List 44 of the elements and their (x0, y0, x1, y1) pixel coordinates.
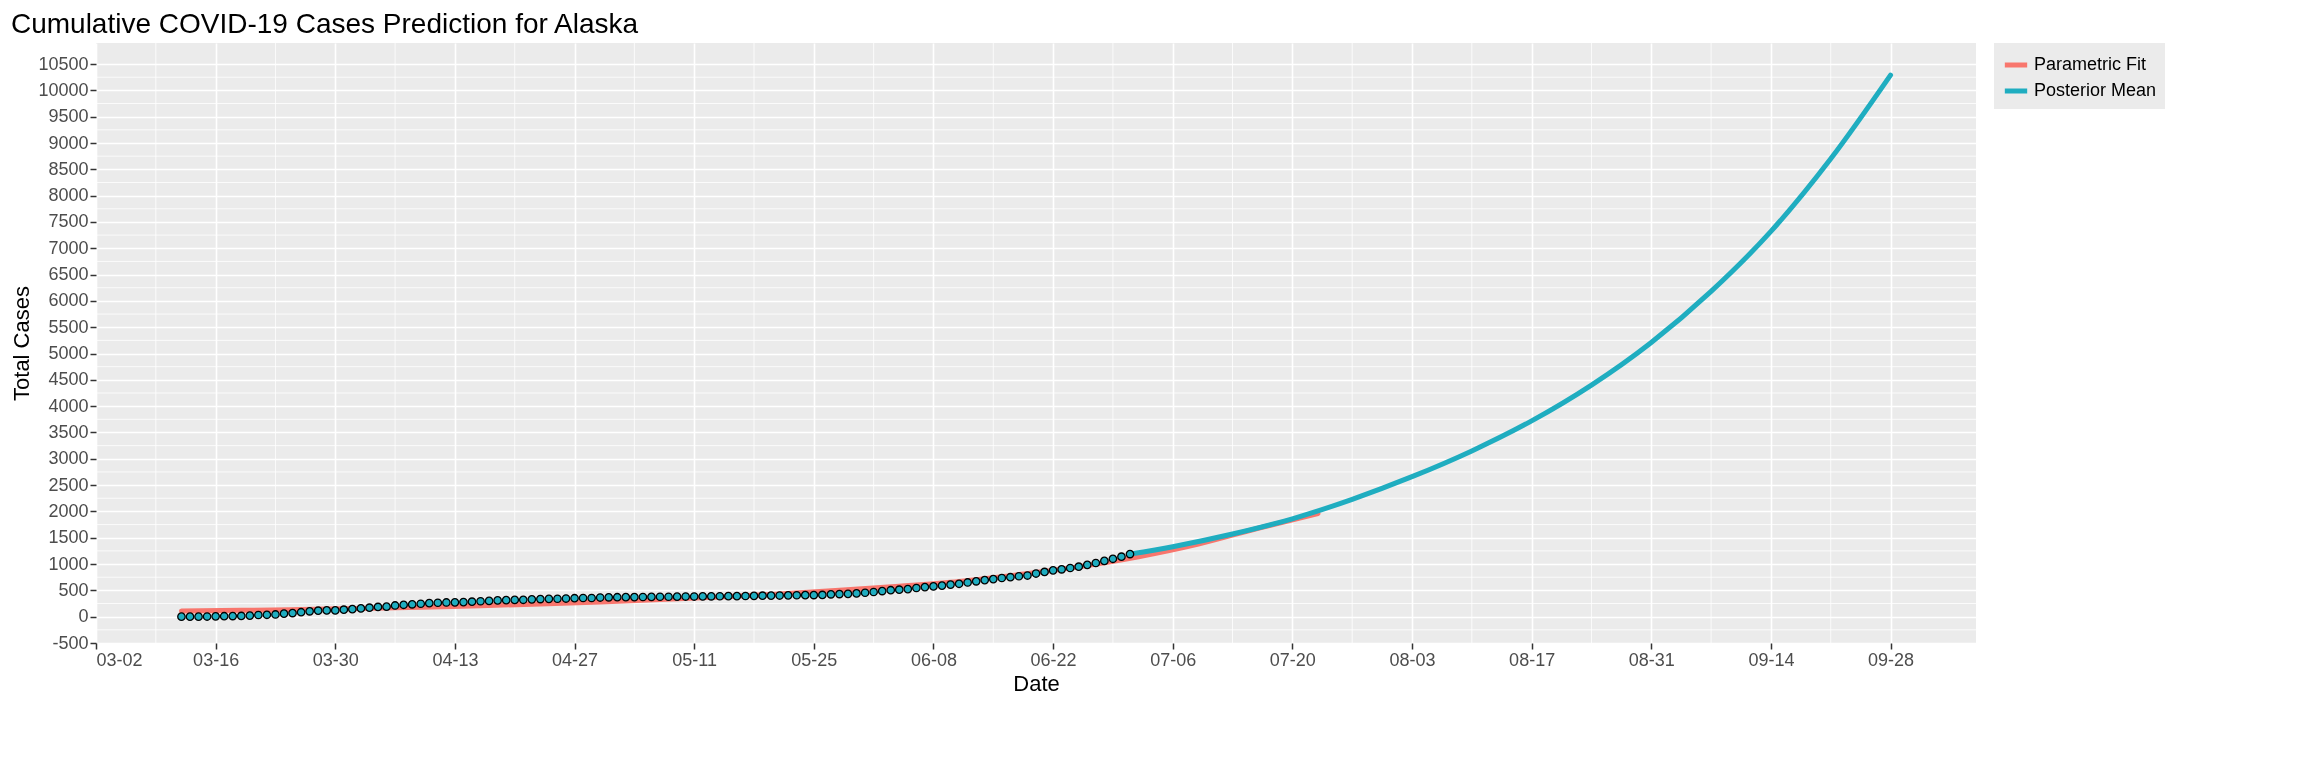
y-tick-label: 6000 (48, 290, 89, 311)
x-tick-label: 09-28 (1868, 649, 1915, 670)
y-tick-label: 7000 (48, 237, 89, 258)
y-tick-label: 500 (58, 579, 89, 600)
y-tick-label: 3000 (48, 448, 89, 469)
x-tick-label: 03-30 (312, 649, 359, 670)
y-tick-label: 10500 (38, 53, 89, 74)
x-tick-label: 03-02 (96, 649, 143, 670)
y-axis-title: Total Cases (9, 286, 35, 401)
y-tick-label: 2500 (48, 474, 89, 495)
y-tick-label: 3500 (48, 421, 89, 442)
y-tick-label: 0 (78, 606, 89, 627)
y-tick-label: 7500 (48, 211, 89, 232)
legend-label: Posterior Mean (2034, 80, 2157, 100)
y-tick-label: 10000 (38, 79, 89, 100)
x-tick-label: 08-31 (1628, 649, 1675, 670)
y-tick-label: 5500 (48, 316, 89, 337)
y-tick-label: 2000 (48, 500, 89, 521)
x-tick-label: 09-14 (1748, 649, 1795, 670)
legend-label: Parametric Fit (2034, 54, 2147, 74)
x-tick-label: 04-13 (432, 649, 479, 670)
x-tick-label: 06-08 (910, 649, 957, 670)
x-tick-label: 04-27 (552, 649, 599, 670)
y-tick-label: 9000 (48, 132, 89, 153)
x-tick-label: 08-17 (1509, 649, 1556, 670)
x-tick-label: 05-25 (791, 649, 838, 670)
y-tick-label: -500 (52, 632, 89, 653)
y-tick-label: 4000 (48, 395, 89, 416)
x-axis-title: Date (1013, 670, 1060, 696)
y-tick-label: 1000 (48, 553, 89, 574)
x-tick-label: 08-03 (1389, 649, 1436, 670)
y-tick-label: 5000 (48, 343, 89, 364)
y-tick-label: 4500 (48, 369, 89, 390)
y-tick-label: 9500 (48, 106, 89, 127)
x-tick-label: 05-11 (672, 649, 718, 670)
y-tick-label: 8500 (48, 158, 89, 179)
x-tick-label: 06-22 (1030, 649, 1077, 670)
x-tick-label: 03-16 (193, 649, 240, 670)
x-tick-label: 07-06 (1150, 649, 1197, 670)
y-tick-label: 8000 (48, 185, 89, 206)
y-tick-label: 1500 (48, 527, 89, 548)
y-tick-label: 6500 (48, 264, 89, 285)
x-tick-label: 07-20 (1269, 649, 1316, 670)
chart-title: Cumulative COVID-19 Cases Prediction for Alaska (10, 7, 639, 39)
